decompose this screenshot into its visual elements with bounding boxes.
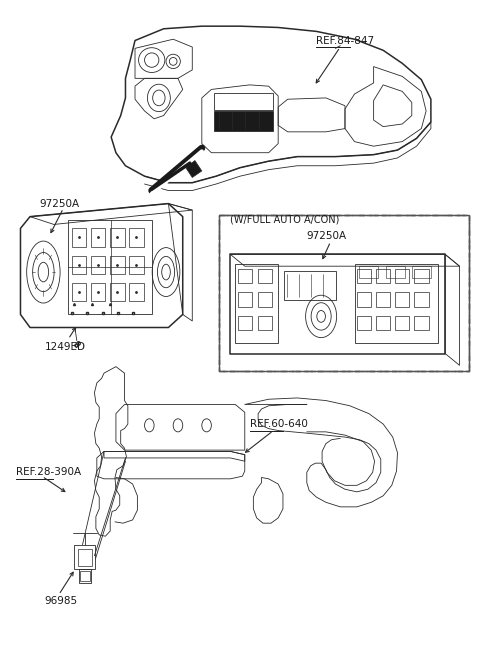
- Bar: [258, 269, 272, 283]
- Bar: [129, 229, 144, 247]
- Bar: [218, 215, 469, 371]
- Bar: [91, 283, 106, 301]
- Bar: [72, 283, 86, 301]
- Text: (W/FULL AUTO A/CON): (W/FULL AUTO A/CON): [230, 215, 340, 225]
- Bar: [355, 264, 438, 343]
- Bar: [284, 271, 336, 300]
- Bar: [414, 269, 429, 283]
- Text: 97250A: 97250A: [39, 198, 80, 208]
- Bar: [357, 316, 371, 330]
- Bar: [357, 269, 371, 283]
- Bar: [258, 316, 272, 330]
- Bar: [218, 215, 469, 371]
- Bar: [414, 316, 429, 330]
- Bar: [68, 220, 152, 314]
- Bar: [74, 545, 96, 569]
- Bar: [357, 292, 371, 307]
- Text: 97250A: 97250A: [307, 231, 347, 241]
- Bar: [72, 255, 86, 274]
- Bar: [129, 283, 144, 301]
- Text: 96985: 96985: [44, 597, 77, 607]
- Bar: [258, 292, 272, 307]
- Bar: [238, 316, 252, 330]
- Bar: [218, 215, 469, 371]
- Bar: [91, 229, 106, 247]
- Text: REF.28-390A: REF.28-390A: [16, 467, 81, 477]
- Text: 1249ED: 1249ED: [44, 342, 85, 352]
- Bar: [91, 255, 106, 274]
- Bar: [376, 292, 390, 307]
- Bar: [110, 229, 124, 247]
- Bar: [238, 292, 252, 307]
- Bar: [129, 255, 144, 274]
- Bar: [110, 283, 124, 301]
- Polygon shape: [183, 157, 202, 178]
- Bar: [395, 316, 409, 330]
- Bar: [395, 269, 409, 283]
- Bar: [395, 292, 409, 307]
- Bar: [214, 111, 274, 130]
- Bar: [376, 316, 390, 330]
- Bar: [110, 255, 124, 274]
- Bar: [385, 266, 405, 278]
- Bar: [214, 93, 274, 109]
- Bar: [414, 292, 429, 307]
- Bar: [235, 264, 278, 343]
- Bar: [360, 266, 378, 278]
- Bar: [80, 571, 90, 580]
- Bar: [79, 569, 91, 582]
- Bar: [412, 266, 431, 278]
- Bar: [376, 269, 390, 283]
- Bar: [238, 269, 252, 283]
- Text: REF.60-640: REF.60-640: [250, 419, 307, 429]
- Bar: [72, 229, 86, 247]
- Text: REF.84-847: REF.84-847: [316, 35, 374, 45]
- Bar: [78, 550, 92, 565]
